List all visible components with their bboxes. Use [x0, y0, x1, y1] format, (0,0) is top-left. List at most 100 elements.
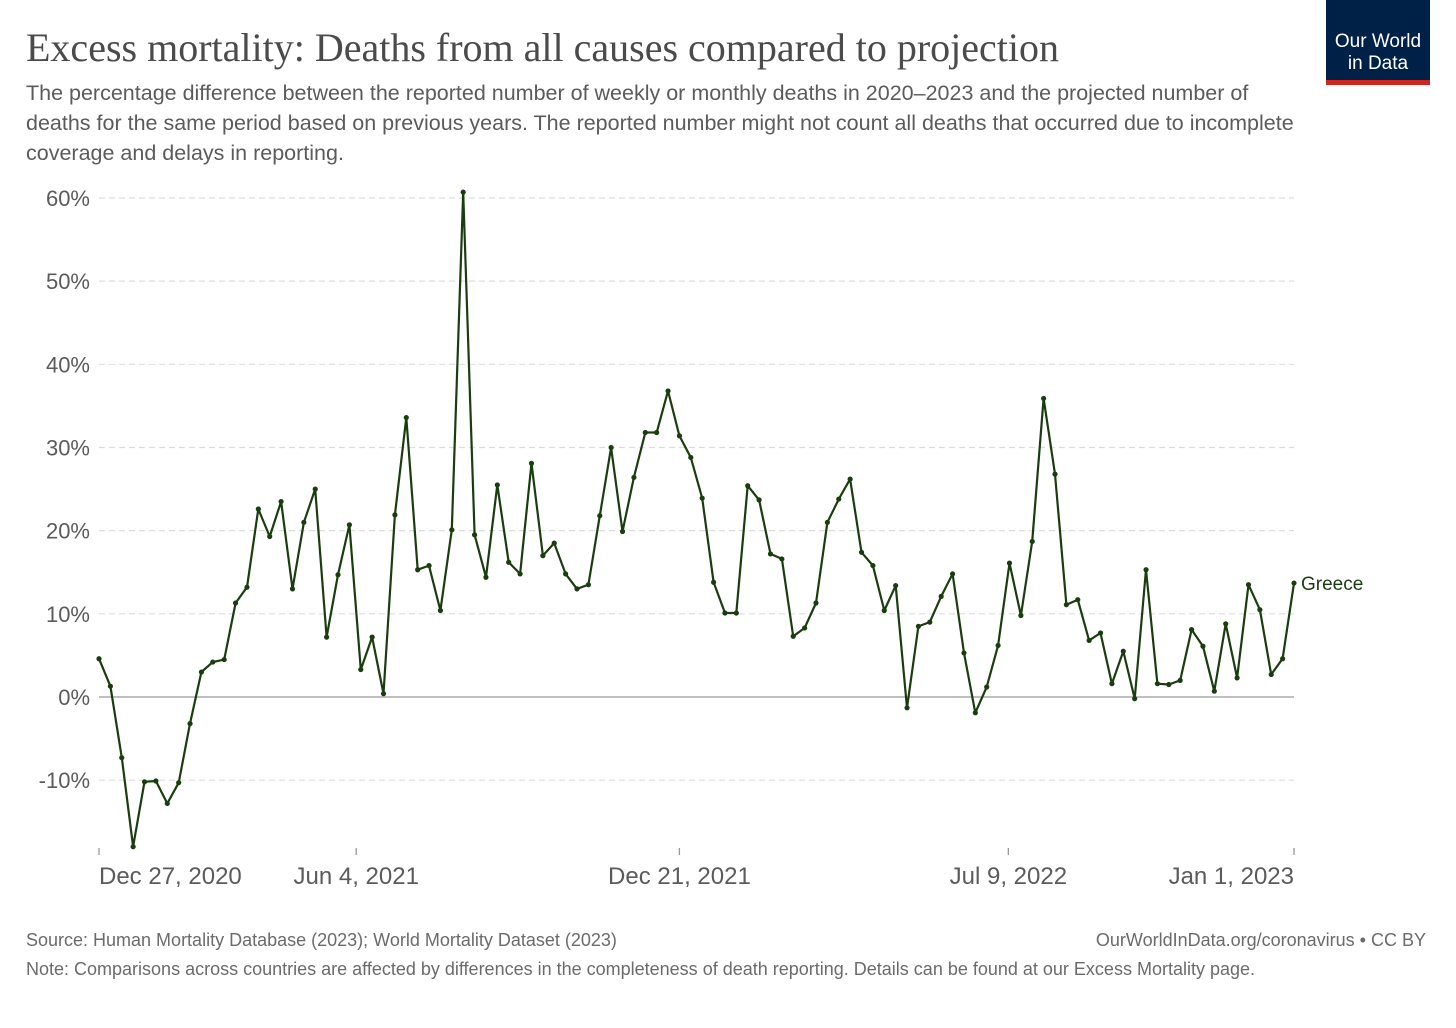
data-point	[1052, 471, 1058, 477]
data-point	[1234, 675, 1240, 681]
data-point	[870, 562, 876, 569]
data-point	[1166, 681, 1172, 688]
chart-subtitle: The percentage difference between the re…	[26, 81, 1294, 165]
data-point	[301, 519, 307, 525]
y-tick-label: -10%	[39, 768, 90, 793]
data-point	[904, 705, 910, 711]
data-point	[517, 571, 523, 577]
data-point	[927, 619, 933, 625]
data-point	[267, 533, 273, 540]
data-point	[608, 444, 614, 451]
data-point	[847, 476, 853, 482]
data-point	[563, 571, 569, 577]
data-point	[1063, 602, 1069, 608]
data-point	[187, 721, 193, 727]
data-point	[437, 607, 444, 614]
data-point	[813, 600, 819, 606]
data-point	[278, 498, 284, 505]
data-point	[403, 414, 409, 421]
data-point	[722, 610, 728, 616]
data-point	[1177, 677, 1183, 683]
data-point	[494, 482, 500, 488]
data-point	[1188, 627, 1195, 633]
data-point	[540, 553, 546, 559]
data-point	[1280, 656, 1286, 662]
data-point	[710, 579, 717, 585]
data-point	[585, 582, 591, 588]
data-point	[426, 562, 432, 569]
data-point	[335, 572, 341, 578]
data-point	[631, 474, 637, 481]
data-point	[96, 656, 102, 662]
x-tick-label: Jun 4, 2021	[293, 863, 418, 890]
data-point	[802, 625, 808, 631]
data-point	[836, 496, 842, 502]
data-point	[1097, 630, 1104, 636]
data-point	[153, 778, 159, 784]
data-point	[119, 755, 125, 761]
data-point	[221, 656, 227, 663]
logo-line-1: Our World	[1334, 31, 1422, 52]
series-line-greece	[97, 191, 1296, 848]
data-point	[915, 623, 922, 629]
data-point	[471, 532, 478, 538]
data-point	[1211, 688, 1217, 694]
y-tick-label: 20%	[46, 519, 90, 544]
data-point	[324, 634, 330, 640]
data-point	[949, 571, 956, 577]
data-point	[210, 659, 216, 665]
data-point	[1154, 681, 1161, 687]
data-point	[232, 600, 239, 606]
data-point	[733, 610, 739, 616]
data-point	[767, 551, 774, 557]
data-point	[1268, 671, 1274, 678]
data-point	[1041, 395, 1047, 402]
chart-title: Excess mortality: Deaths from all causes…	[26, 25, 1060, 70]
data-point	[790, 633, 796, 639]
data-point	[824, 519, 830, 525]
data-point	[893, 582, 899, 589]
data-point	[699, 495, 705, 501]
data-point	[483, 574, 489, 580]
y-tick-label: 30%	[46, 435, 90, 460]
x-tick-label: Dec 21, 2021	[608, 863, 751, 890]
data-point	[392, 512, 398, 518]
y-tick-label: 10%	[46, 602, 90, 627]
data-point	[380, 691, 387, 697]
data-point	[369, 634, 375, 640]
data-point	[984, 684, 990, 690]
source-text: Source: Human Mortality Database (2023);…	[26, 930, 617, 950]
data-point	[597, 513, 603, 519]
owid-url-link[interactable]: OurWorldInData.org/coronavirus • CC BY	[1095, 930, 1426, 950]
data-point	[1291, 580, 1297, 586]
data-point	[1143, 567, 1149, 573]
y-tick-label: 50%	[46, 269, 90, 294]
y-tick-label: 60%	[46, 186, 90, 211]
x-tick-label: Jan 1, 2023	[1169, 863, 1294, 890]
data-point	[506, 559, 512, 565]
data-point	[1132, 696, 1138, 702]
y-tick-label: 0%	[58, 685, 90, 710]
data-point	[665, 388, 671, 394]
data-point	[1006, 560, 1013, 566]
data-point	[756, 497, 762, 503]
data-point	[449, 527, 455, 533]
data-point	[972, 710, 978, 716]
data-point	[995, 642, 1001, 649]
data-point	[1029, 538, 1035, 545]
data-point	[642, 429, 648, 436]
data-point	[528, 460, 535, 466]
data-point	[858, 549, 865, 555]
data-point	[141, 779, 148, 785]
owid-logo[interactable]: Our World in Data	[1326, 0, 1430, 85]
data-point	[130, 844, 136, 850]
data-point	[551, 540, 557, 546]
data-point	[574, 586, 580, 592]
data-point	[654, 429, 660, 436]
x-tick-label: Dec 27, 2020	[99, 863, 242, 890]
data-point	[107, 683, 113, 689]
data-point	[619, 528, 626, 535]
data-point	[745, 483, 751, 489]
data-point	[779, 556, 785, 562]
data-point	[244, 584, 250, 590]
